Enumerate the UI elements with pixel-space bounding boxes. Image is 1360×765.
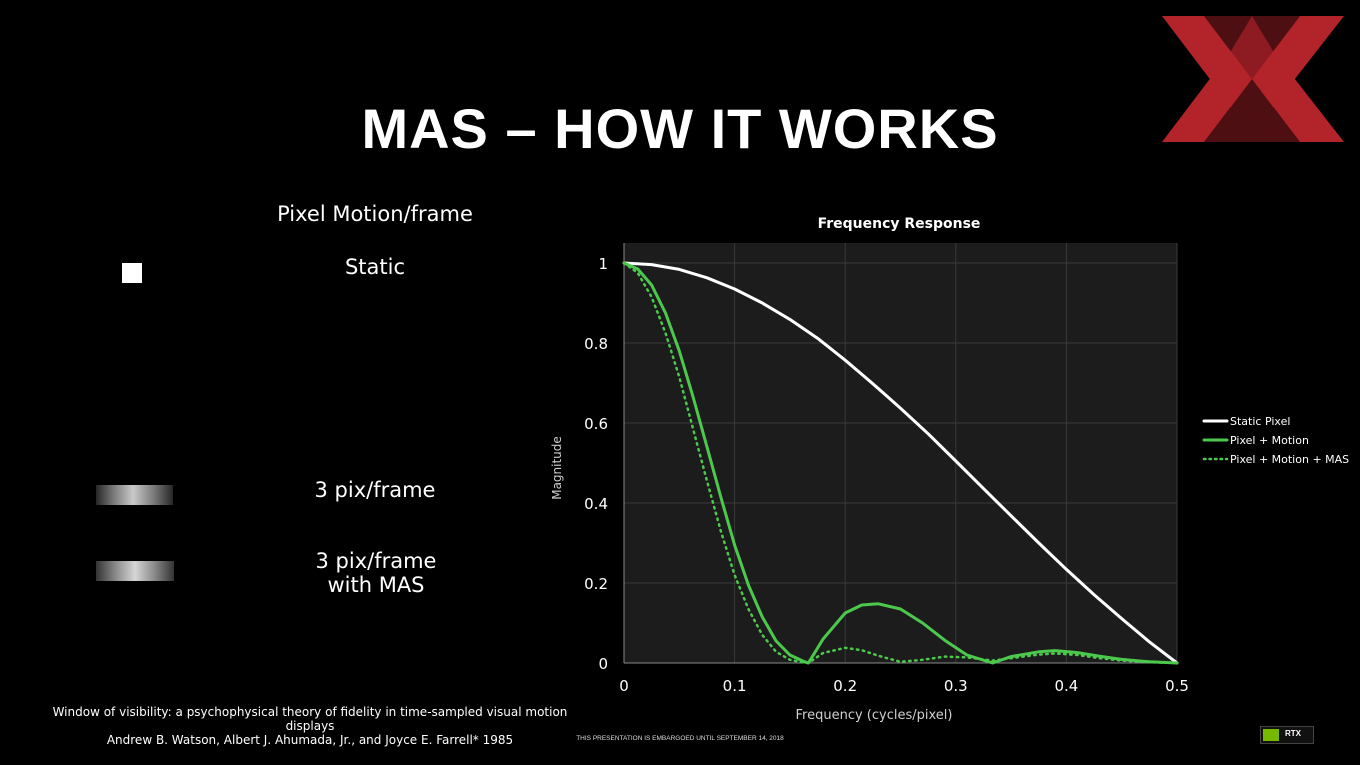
label-static: Static bbox=[344, 255, 406, 279]
logo-stroke bbox=[1162, 51, 1252, 142]
chart-grid bbox=[623, 243, 1178, 664]
nvidia-eye-icon bbox=[1263, 729, 1279, 741]
rtx-badge-text: RTX bbox=[1285, 729, 1301, 738]
embargo-notice: THIS PRESENTATION IS EMBARGOED UNTIL SEP… bbox=[576, 735, 784, 742]
x-tick-label: 0 bbox=[619, 677, 629, 695]
y-tick-label: 0.2 bbox=[584, 575, 608, 593]
red-xx-logo bbox=[1162, 16, 1344, 142]
legend-label-2: Pixel + Motion bbox=[1230, 434, 1309, 447]
x-tick-label: 0.1 bbox=[723, 677, 747, 695]
chart-title: Frequency Response bbox=[818, 216, 981, 232]
label-3-pix-frame: 3 pix/frame bbox=[314, 478, 436, 502]
series-line-3 bbox=[622, 261, 1179, 665]
y-tick-label: 0.6 bbox=[584, 415, 608, 433]
pixel-motion-heading: Pixel Motion/frame bbox=[277, 202, 473, 226]
chart-series bbox=[622, 261, 1179, 665]
citation-line2: Andrew B. Watson, Albert J. Ahumada, Jr.… bbox=[106, 733, 514, 747]
series-line-1 bbox=[622, 261, 1179, 665]
motion-blur-sample bbox=[96, 485, 173, 505]
y-tick-label: 0.8 bbox=[584, 335, 608, 353]
y-axis-ticks: 0 0.2 0.4 0.6 0.8 1 bbox=[584, 255, 608, 673]
logo-shade bbox=[1204, 79, 1300, 142]
logo-stroke bbox=[1252, 51, 1344, 142]
label-3-pix-frame-mas: 3 pix/frame with MAS bbox=[276, 549, 476, 597]
label-3-pix-frame-mas-line2: with MAS bbox=[327, 573, 425, 597]
x-tick-label: 0.4 bbox=[1054, 677, 1078, 695]
static-pixel-sample bbox=[122, 263, 142, 283]
geforce-rtx-badge: RTX bbox=[1260, 726, 1314, 744]
legend-label-1: Static Pixel bbox=[1230, 415, 1290, 428]
y-axis-label: Magnitude bbox=[550, 436, 564, 500]
x-axis-label: Frequency (cycles/pixel) bbox=[796, 708, 953, 723]
y-tick-label: 0 bbox=[598, 655, 608, 673]
logo-shade bbox=[1204, 16, 1300, 79]
motion-blur-mas-sample bbox=[96, 561, 174, 581]
x-axis-ticks: 0 0.1 0.2 0.3 0.4 0.5 bbox=[619, 677, 1189, 695]
y-tick-label: 1 bbox=[598, 255, 608, 273]
x-tick-label: 0.5 bbox=[1165, 677, 1189, 695]
x-tick-label: 0.2 bbox=[833, 677, 857, 695]
legend-label-3: Pixel + Motion + MAS bbox=[1230, 453, 1349, 466]
series-line-2 bbox=[622, 261, 1179, 665]
y-tick-label: 0.4 bbox=[584, 495, 608, 513]
x-tick-label: 0.3 bbox=[944, 677, 968, 695]
citation: Window of visibility: a psychophysical t… bbox=[30, 705, 590, 747]
plot-area bbox=[624, 243, 1177, 663]
label-3-pix-frame-mas-line1: 3 pix/frame bbox=[315, 549, 437, 573]
citation-line1: Window of visibility: a psychophysical t… bbox=[52, 705, 568, 733]
slide-title: MAS – HOW IT WORKS bbox=[361, 97, 999, 160]
chart-legend: Static Pixel Pixel + Motion Pixel + Motion… bbox=[1202, 415, 1349, 466]
